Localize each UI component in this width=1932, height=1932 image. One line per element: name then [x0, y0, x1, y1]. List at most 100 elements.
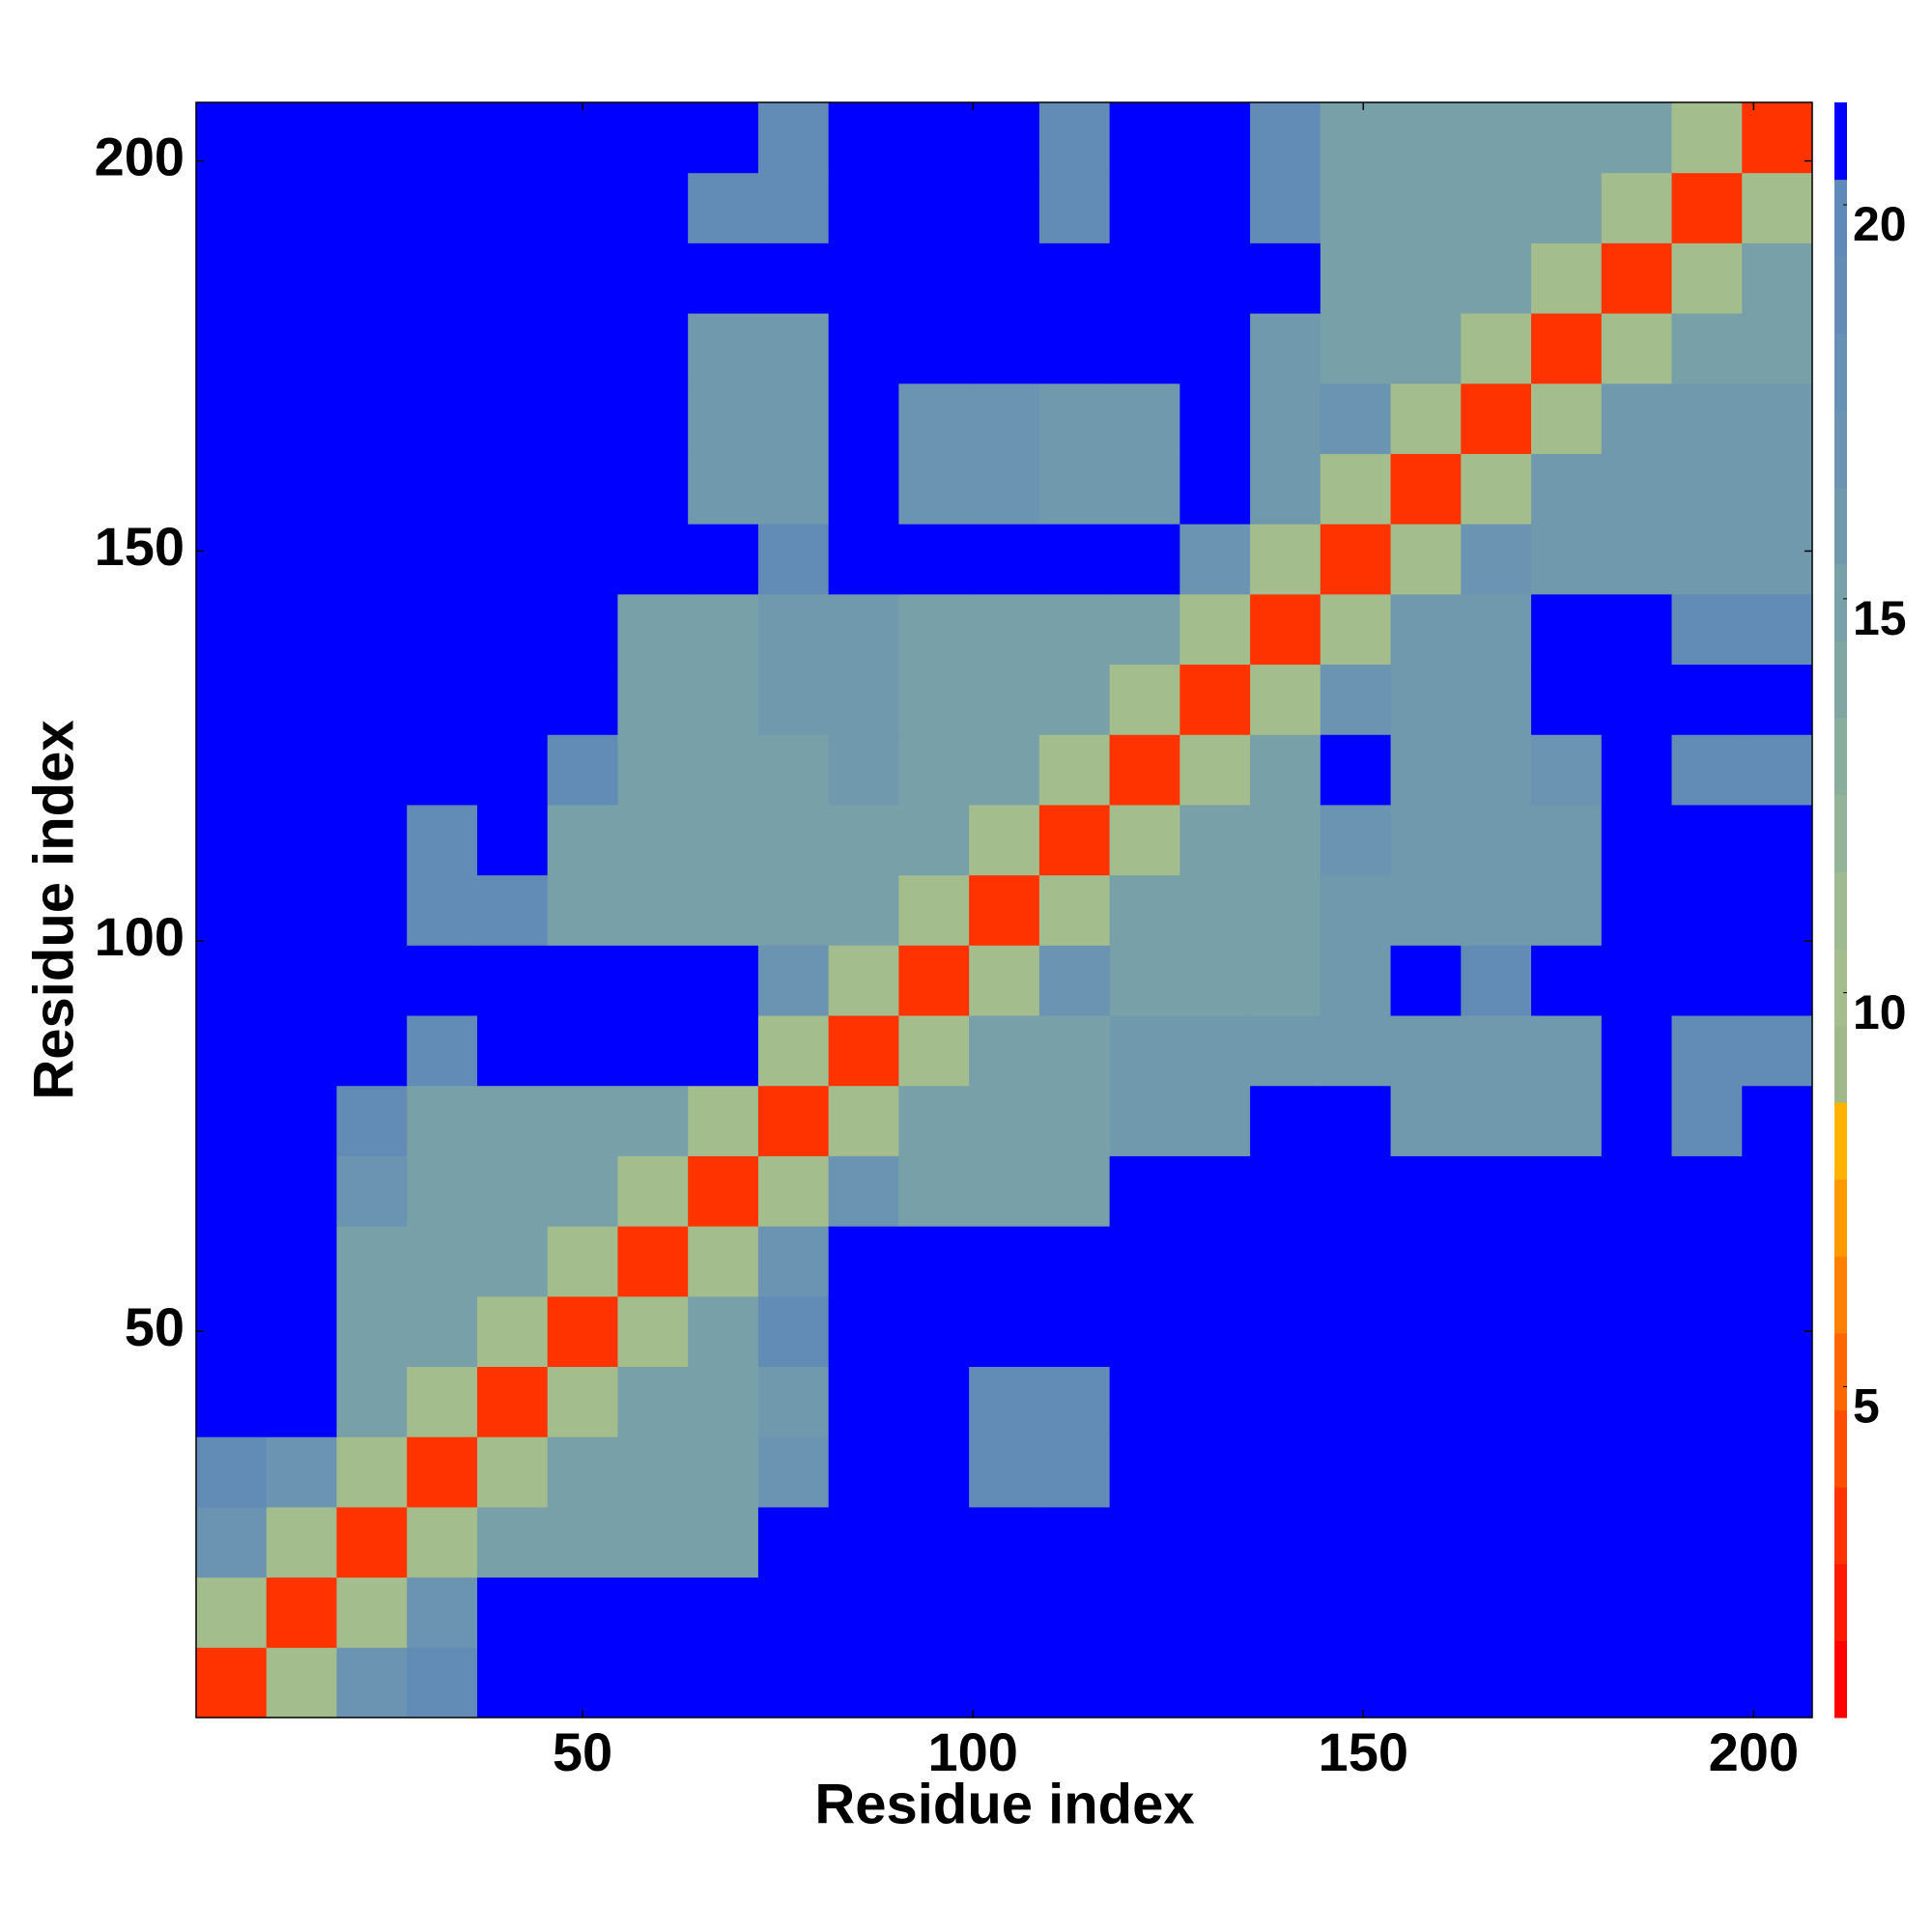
heatmap-cell [1038, 1226, 1111, 1297]
heatmap-cell [898, 524, 970, 595]
heatmap-cell [1320, 804, 1392, 876]
heatmap-cell [1531, 1647, 1603, 1719]
heatmap-cell [1461, 1226, 1532, 1297]
heatmap-cell [1320, 945, 1392, 1016]
heatmap-cell [266, 1226, 337, 1297]
heatmap-cell [688, 524, 759, 595]
heatmap-cell [476, 734, 549, 806]
colorbar: 5 10 15 20 [1834, 102, 1907, 1719]
heatmap-cell [617, 804, 689, 876]
heatmap-cell [617, 1366, 689, 1437]
heatmap-cell [336, 1577, 408, 1648]
heatmap-cell [336, 664, 408, 735]
heatmap-cell [1461, 1085, 1532, 1156]
heatmap-cell [1038, 1085, 1111, 1156]
heatmap-cell [1038, 945, 1111, 1016]
heatmap-cell [1531, 734, 1603, 806]
y-tick-label: 100 [95, 906, 185, 967]
heatmap-cell [1179, 1226, 1251, 1297]
heatmap-cell [196, 664, 268, 735]
heatmap-cell [266, 1155, 337, 1227]
heatmap-cell [1671, 242, 1743, 314]
heatmap-cell [1742, 102, 1813, 174]
colorbar-level [1834, 794, 1847, 872]
heatmap-cell [688, 242, 759, 314]
heatmap-cell [1250, 945, 1321, 1016]
heatmap-cell [617, 453, 689, 525]
heatmap-cell [1038, 1366, 1111, 1437]
heatmap-cell [1179, 172, 1251, 243]
heatmap-cell [407, 804, 478, 876]
heatmap-cell [1671, 945, 1743, 1016]
heatmap-cell [1390, 1015, 1462, 1087]
heatmap-cell [266, 1647, 337, 1719]
heatmap-cell [547, 242, 618, 314]
heatmap-cell [336, 734, 408, 806]
heatmap-cell [266, 734, 337, 806]
heatmap-cell [1109, 242, 1180, 314]
heatmap-cell [266, 242, 337, 314]
heatmap-cell [1601, 524, 1673, 595]
heatmap-cell [617, 1506, 689, 1578]
heatmap-cell [1601, 1155, 1673, 1227]
x-tick-label: 150 [1319, 1721, 1408, 1782]
heatmap-cell [757, 1436, 830, 1508]
heatmap-cell [1320, 313, 1392, 384]
heatmap-cell [547, 313, 618, 384]
heatmap-cell [1179, 593, 1251, 666]
heatmap-cell [476, 1015, 549, 1087]
heatmap-cell [336, 172, 408, 243]
heatmap-cell [1671, 172, 1743, 243]
heatmap-cell [1250, 524, 1321, 595]
heatmap-cell [1461, 1577, 1532, 1648]
heatmap-cell [1250, 1226, 1321, 1297]
heatmap-cell [196, 1436, 268, 1508]
heatmap-cell [1109, 453, 1180, 525]
heatmap-cell [1461, 383, 1532, 454]
heatmap-cell [757, 874, 830, 946]
heatmap-cell [1179, 874, 1251, 946]
colorbar-level [1834, 332, 1847, 411]
heatmap-cell [1390, 734, 1462, 806]
heatmap-cell [1671, 524, 1743, 595]
heatmap-cell [1671, 734, 1743, 806]
heatmap-cell [1109, 874, 1180, 946]
heatmap-cell [196, 1085, 268, 1156]
heatmap-cell [336, 1647, 408, 1719]
heatmap-cell [688, 593, 759, 666]
heatmap-cell [1038, 804, 1111, 876]
heatmap-cell [1179, 1015, 1251, 1087]
heatmap-cell [266, 804, 337, 876]
heatmap-cell [1038, 453, 1111, 525]
heatmap-cell [476, 664, 549, 735]
heatmap-cell [898, 1577, 970, 1648]
heatmap-cell [336, 242, 408, 314]
heatmap-cell [476, 593, 549, 666]
heatmap-cell [547, 1015, 618, 1087]
heatmap-cell [828, 1506, 899, 1578]
heatmap-cell [547, 524, 618, 595]
heatmap-cell [547, 1226, 618, 1297]
heatmap-cell [476, 804, 549, 876]
heatmap-cell [1461, 1647, 1532, 1719]
heatmap-cell [1671, 1647, 1743, 1719]
colorbar-level [1834, 256, 1847, 334]
heatmap-cell [547, 102, 618, 174]
heatmap-cell [336, 945, 408, 1016]
heatmap-cell [1742, 1295, 1813, 1368]
heatmap-cell [266, 945, 337, 1016]
heatmap-cell [547, 874, 618, 946]
colorbar-level [1834, 563, 1847, 641]
heatmap-cell [688, 1506, 759, 1578]
heatmap-cell [688, 383, 759, 454]
heatmap-cell [1601, 664, 1673, 735]
heatmap-cell [1320, 242, 1392, 314]
heatmap-cell [336, 1506, 408, 1578]
heatmap-cell [1109, 1436, 1180, 1508]
heatmap-cell [898, 453, 970, 525]
heatmap-cell [1390, 102, 1462, 174]
heatmap-cell [969, 383, 1040, 454]
heatmap-cell [1390, 1647, 1462, 1719]
heatmap-cell [969, 1506, 1040, 1578]
heatmap-cell [1531, 242, 1603, 314]
